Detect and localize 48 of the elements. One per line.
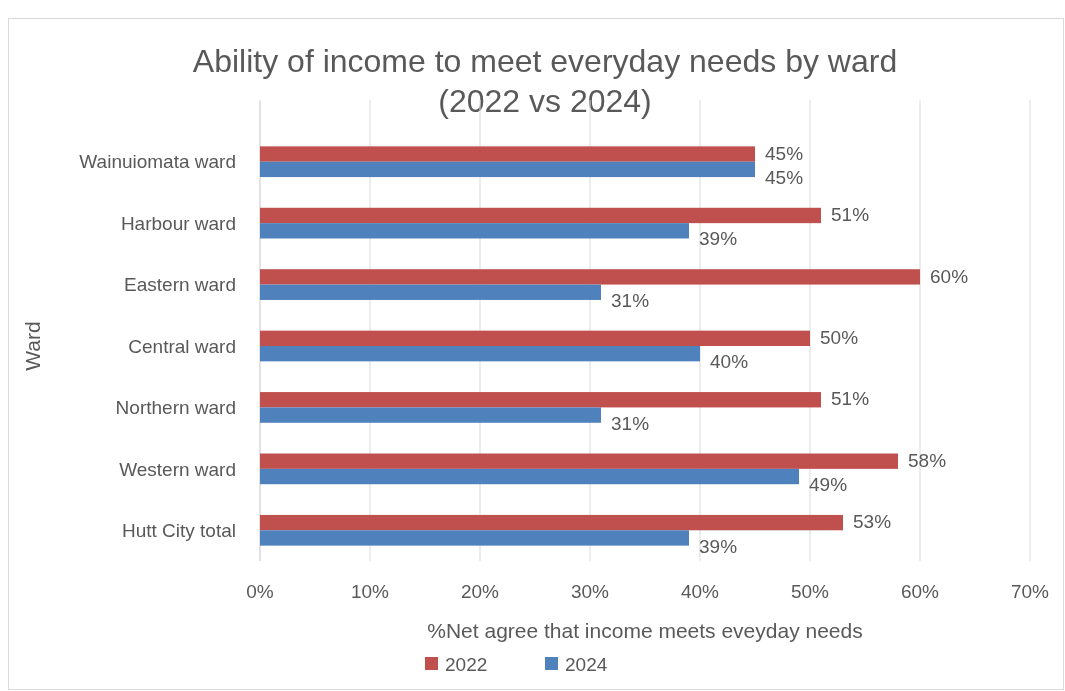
y-axis-title: Ward <box>21 321 44 371</box>
bar <box>260 207 821 224</box>
data-label: 31% <box>611 412 650 434</box>
x-tick-label: 50% <box>790 581 830 602</box>
chart-title: Ability of income to meet everyday needs by ward (2022 vs 2024) <box>192 43 898 119</box>
y-tick-label: Western ward <box>119 458 236 480</box>
data-label: 40% <box>710 351 749 373</box>
bar <box>260 453 898 469</box>
x-tick-label: 40% <box>680 581 720 602</box>
bar <box>260 346 700 362</box>
x-tick-label: 60% <box>900 581 940 602</box>
data-label: 45% <box>765 167 804 189</box>
legend-label: 2022 <box>445 653 488 675</box>
x-tick-label: 20% <box>460 581 500 602</box>
legend-label: 2024 <box>565 653 608 675</box>
data-label: 31% <box>611 289 650 311</box>
x-tick-label: 30% <box>570 581 610 602</box>
bar <box>260 392 821 408</box>
bar <box>260 146 755 162</box>
data-label: 58% <box>908 449 947 471</box>
x-tick-label: 0% <box>246 581 274 602</box>
y-tick-label: Harbour ward <box>120 212 236 234</box>
bar <box>260 468 799 485</box>
data-label: 49% <box>809 474 848 496</box>
x-axis-title: %Net agree that income meets eveyday needs <box>427 619 863 642</box>
bar <box>260 514 843 531</box>
bar <box>260 223 689 239</box>
data-label: 53% <box>853 511 892 533</box>
data-label: 51% <box>831 388 870 410</box>
data-label: 60% <box>930 265 969 287</box>
y-tick-label: Northern ward <box>115 397 236 419</box>
y-tick-label: Hutt City total <box>121 519 236 541</box>
data-label: 39% <box>699 228 738 250</box>
data-label: 45% <box>765 142 804 164</box>
bar <box>260 330 810 346</box>
y-tick-label: Eastern ward <box>124 274 236 296</box>
bar <box>260 161 755 178</box>
data-label: 51% <box>831 204 870 226</box>
bar <box>260 407 601 423</box>
y-tick-label: Central ward <box>128 335 236 357</box>
bar <box>260 284 601 300</box>
bar <box>260 530 689 546</box>
bar <box>260 269 920 285</box>
x-tick-label: 10% <box>350 581 390 602</box>
data-label: 50% <box>820 326 859 348</box>
x-tick-label: 70% <box>1010 581 1050 602</box>
y-tick-label: Wainuiomata ward <box>79 151 236 173</box>
data-label: 39% <box>699 535 738 557</box>
